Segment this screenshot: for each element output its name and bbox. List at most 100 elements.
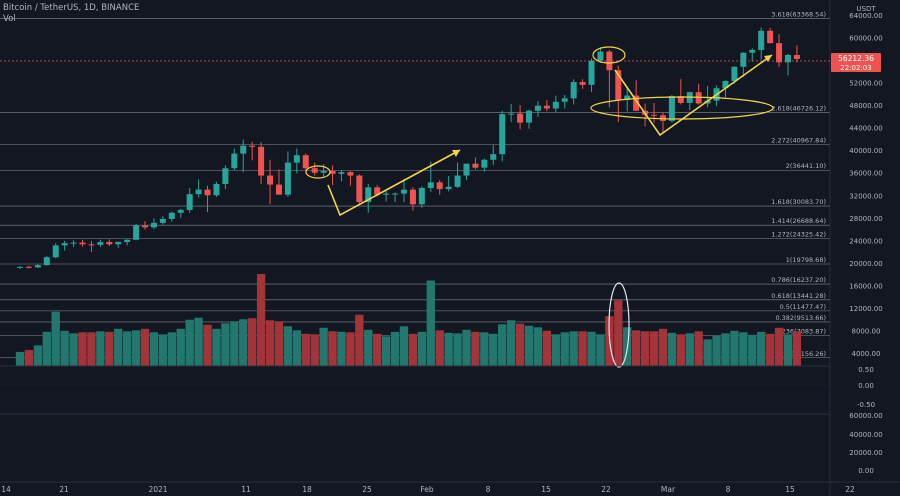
candle	[293, 148, 300, 174]
volume-bar	[256, 274, 266, 366]
candle-body	[150, 222, 157, 228]
candle	[275, 169, 282, 195]
candle	[88, 240, 95, 253]
candle	[365, 184, 372, 213]
fib-label: 0.5(11477.47)	[780, 303, 826, 311]
volume-bar	[542, 330, 552, 366]
candle-body	[668, 96, 675, 121]
price-axis[interactable]: 4000.00 8000.00 12000.00 16000.00 20000.00 24…	[849, 12, 882, 358]
candle-body	[534, 105, 541, 111]
price-tick-label: 36000.00	[849, 170, 882, 178]
volume-bar	[792, 331, 802, 366]
first-arrow-head	[452, 150, 460, 157]
volume-bar	[230, 321, 239, 366]
candle-body	[784, 54, 791, 63]
candle-body	[659, 115, 666, 121]
fib-label: 0.786(16237.20)	[771, 276, 826, 284]
candle-body	[258, 146, 265, 176]
candle-body	[320, 171, 327, 173]
candle	[704, 85, 711, 108]
volume-bar	[292, 330, 301, 366]
candle	[552, 95, 559, 112]
volume-bar	[399, 326, 409, 366]
candle	[150, 218, 157, 230]
volume-bar	[185, 319, 194, 366]
candle	[731, 66, 738, 84]
candle	[329, 165, 336, 186]
volume-bar	[221, 323, 230, 366]
time-tick-label: 15	[785, 485, 795, 494]
price-tick-label: 40000.00	[849, 147, 882, 155]
candle-body	[776, 43, 783, 63]
candle-body	[579, 82, 586, 85]
candle-body	[25, 266, 32, 268]
volume-bar	[712, 335, 721, 366]
candle	[668, 94, 675, 123]
volume-bar	[283, 326, 293, 366]
oscillator-tick-label: 0.00	[858, 382, 874, 390]
volume-bar	[685, 333, 694, 366]
fib-label: 2(36441.10)	[786, 162, 826, 170]
time-tick-label: 18	[302, 485, 312, 494]
candle-body	[793, 54, 800, 59]
volume-bar	[498, 324, 507, 366]
candle	[454, 162, 461, 188]
volume-bar	[739, 332, 748, 366]
time-tick-label: 8	[486, 485, 491, 494]
time-tick-label: 11	[241, 485, 251, 494]
time-tick-label: 15	[541, 485, 551, 494]
candle	[177, 208, 184, 218]
candle-body	[427, 182, 434, 188]
candle	[651, 102, 658, 123]
volume-bar	[730, 330, 739, 366]
volume-bar	[632, 330, 641, 366]
candle	[776, 34, 783, 67]
price-tick-label: 32000.00	[849, 192, 882, 200]
time-axis[interactable]: 14 21 2021 11 18 25 Feb 8 15 22 Mar 8 15 22	[1, 485, 855, 494]
second-arrow-head	[764, 55, 772, 62]
candle	[133, 223, 140, 241]
candle-body	[177, 209, 184, 213]
candle	[490, 145, 497, 165]
volume-bar	[33, 345, 43, 366]
candle	[758, 27, 765, 60]
candle	[240, 139, 247, 173]
candle	[579, 79, 586, 89]
volume-indicator-label[interactable]: Vol	[3, 14, 16, 24]
volume-bar	[24, 349, 34, 366]
volume-bar	[596, 334, 605, 366]
candle-body	[284, 162, 291, 195]
candle	[142, 221, 149, 230]
volume-bar	[51, 311, 60, 366]
candle-body	[347, 172, 354, 176]
volume-bar	[480, 332, 489, 366]
volume-bar	[640, 331, 650, 366]
candle	[186, 187, 193, 213]
volume-bar	[462, 329, 471, 366]
candle-body	[615, 70, 622, 101]
fib-label: 0(3156.26)	[790, 350, 826, 358]
candle	[784, 53, 791, 76]
candle	[311, 162, 318, 176]
candle	[597, 47, 604, 63]
candle	[472, 157, 479, 170]
candles	[17, 27, 800, 270]
candle	[517, 105, 524, 130]
candle-body	[383, 193, 390, 195]
volume-bar	[783, 334, 793, 366]
symbol-title[interactable]: Bitcoin / TetherUS, 1D, BINANCE	[3, 3, 140, 13]
candle-body	[597, 51, 604, 61]
volume-bar	[667, 332, 677, 366]
volume-bar	[212, 328, 221, 366]
candle	[70, 240, 77, 248]
candle	[302, 153, 309, 172]
candle-body	[695, 92, 702, 104]
time-tick-label: Feb	[420, 485, 434, 494]
first-v-arrow	[327, 149, 461, 217]
price-tick-label: 16000.00	[849, 282, 882, 290]
candle	[508, 104, 515, 123]
candle	[61, 240, 68, 251]
candle	[106, 239, 113, 246]
